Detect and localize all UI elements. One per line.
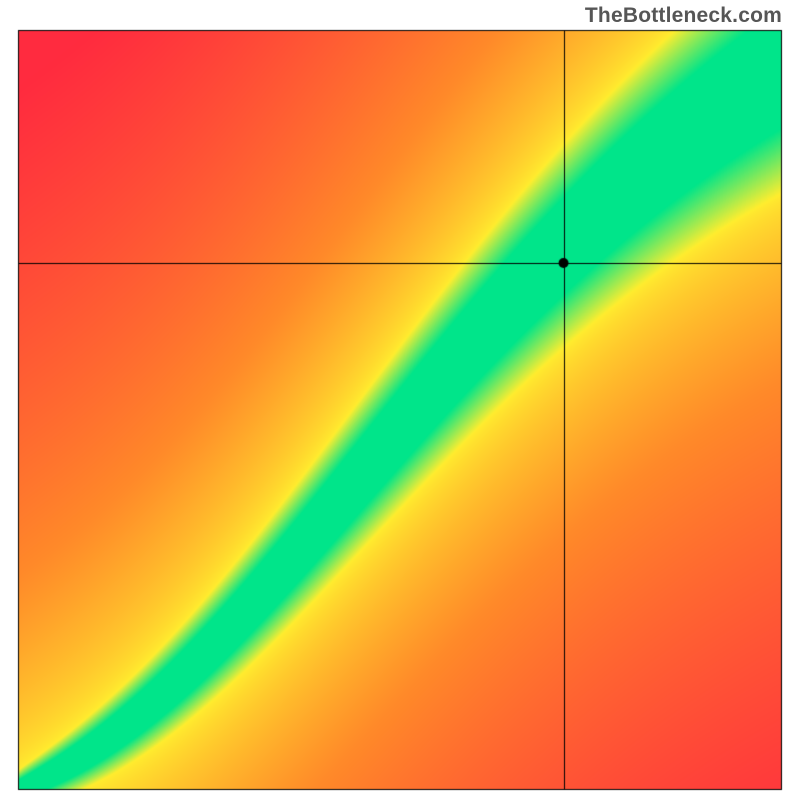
watermark-text: TheBottleneck.com xyxy=(585,4,782,28)
bottleneck-heatmap-container: TheBottleneck.com xyxy=(0,0,800,800)
heatmap-canvas xyxy=(0,0,800,800)
